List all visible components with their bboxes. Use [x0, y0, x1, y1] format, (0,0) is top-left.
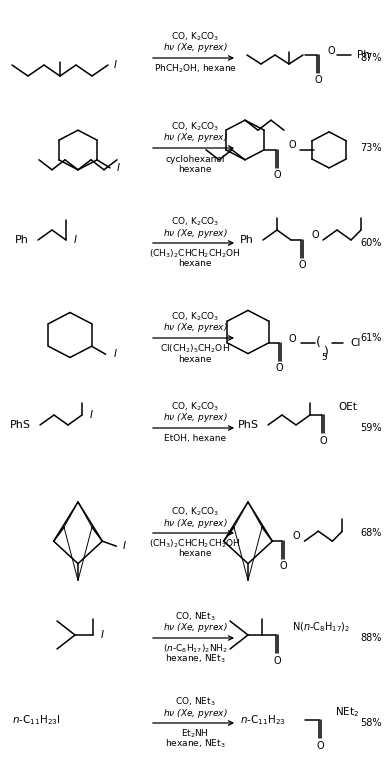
Text: $h\nu$ (Xe, pyrex): $h\nu$ (Xe, pyrex)	[163, 227, 227, 239]
Text: hexane, NEt$_3$: hexane, NEt$_3$	[165, 737, 225, 751]
Text: NEt$_2$: NEt$_2$	[335, 705, 359, 719]
Text: EtOH, hexane: EtOH, hexane	[164, 434, 226, 444]
Text: Ph: Ph	[357, 50, 370, 60]
Text: O: O	[316, 741, 324, 751]
Text: 87%: 87%	[361, 53, 382, 63]
Text: O: O	[276, 363, 283, 373]
Text: O: O	[289, 334, 297, 344]
Text: 68%: 68%	[361, 528, 382, 538]
Text: PhS: PhS	[238, 420, 259, 430]
Text: ): )	[324, 346, 329, 359]
Text: 73%: 73%	[361, 143, 382, 153]
Text: OEt: OEt	[338, 402, 357, 412]
Text: Ph: Ph	[240, 235, 254, 245]
Text: I: I	[114, 60, 117, 70]
Text: O: O	[292, 531, 300, 541]
Text: Ph: Ph	[15, 235, 29, 245]
Text: O: O	[279, 561, 287, 571]
Text: I: I	[117, 163, 120, 173]
Text: 59%: 59%	[361, 423, 382, 433]
Text: CO, K$_2$CO$_3$: CO, K$_2$CO$_3$	[171, 506, 219, 518]
Text: I: I	[101, 630, 104, 640]
Text: $h\nu$ (Xe, pyrex): $h\nu$ (Xe, pyrex)	[163, 131, 227, 145]
Text: $h\nu$ (Xe, pyrex): $h\nu$ (Xe, pyrex)	[163, 517, 227, 530]
Text: $h\nu$ (Xe, pyrex): $h\nu$ (Xe, pyrex)	[163, 42, 227, 55]
Text: CO, K$_2$CO$_3$: CO, K$_2$CO$_3$	[171, 401, 219, 413]
Text: Et$_2$NH: Et$_2$NH	[181, 727, 209, 741]
Text: hexane: hexane	[178, 259, 212, 268]
Text: O: O	[319, 436, 327, 446]
Text: (CH$_3$)$_2$CHCH$_2$CH$_2$OH: (CH$_3$)$_2$CHCH$_2$CH$_2$OH	[149, 248, 241, 260]
Text: (: (	[316, 336, 321, 349]
Text: PhS: PhS	[10, 420, 31, 430]
Text: O: O	[314, 75, 322, 85]
Text: $h\nu$ (Xe, pyrex): $h\nu$ (Xe, pyrex)	[163, 411, 227, 424]
Text: 61%: 61%	[361, 333, 382, 343]
Text: I: I	[122, 541, 125, 551]
Text: cyclohexanol: cyclohexanol	[165, 155, 225, 164]
Text: CO, K$_2$CO$_3$: CO, K$_2$CO$_3$	[171, 121, 219, 133]
Text: hexane, NEt$_3$: hexane, NEt$_3$	[165, 653, 225, 665]
Text: N($n$-C$_8$H$_{17}$)$_2$: N($n$-C$_8$H$_{17}$)$_2$	[292, 621, 350, 634]
Text: I: I	[90, 410, 93, 420]
Text: $n$-C$_{11}$H$_{23}$I: $n$-C$_{11}$H$_{23}$I	[12, 713, 61, 727]
Text: CO, K$_2$CO$_3$: CO, K$_2$CO$_3$	[171, 216, 219, 228]
Text: Cl(CH$_2$)$_5$CH$_2$OH: Cl(CH$_2$)$_5$CH$_2$OH	[160, 343, 230, 355]
Text: PhCH$_2$OH, hexane: PhCH$_2$OH, hexane	[154, 63, 236, 75]
Text: (CH$_3$)$_2$CHCH$_2$CH$_2$OH: (CH$_3$)$_2$CHCH$_2$CH$_2$OH	[149, 538, 241, 551]
Text: O: O	[311, 230, 319, 240]
Text: hexane: hexane	[178, 165, 212, 174]
Text: CO, NEt$_3$: CO, NEt$_3$	[175, 611, 215, 623]
Text: O: O	[273, 170, 281, 180]
Text: Cl: Cl	[351, 338, 361, 348]
Text: CO, K$_2$CO$_3$: CO, K$_2$CO$_3$	[171, 31, 219, 43]
Text: $h\nu$ (Xe, pyrex): $h\nu$ (Xe, pyrex)	[163, 621, 227, 634]
Text: I: I	[114, 349, 117, 359]
Text: CO, NEt$_3$: CO, NEt$_3$	[175, 696, 215, 708]
Text: 5: 5	[321, 353, 327, 362]
Text: hexane: hexane	[178, 355, 212, 364]
Text: I: I	[74, 235, 77, 245]
Text: $h\nu$ (Xe, pyrex): $h\nu$ (Xe, pyrex)	[163, 321, 227, 335]
Text: 58%: 58%	[361, 718, 382, 728]
Text: 60%: 60%	[361, 238, 382, 248]
Text: $h\nu$ (Xe, pyrex): $h\nu$ (Xe, pyrex)	[163, 707, 227, 720]
Text: CO, K$_2$CO$_3$: CO, K$_2$CO$_3$	[171, 311, 219, 323]
Text: hexane: hexane	[178, 550, 212, 558]
Text: $n$-C$_{11}$H$_{23}$: $n$-C$_{11}$H$_{23}$	[240, 713, 286, 727]
Text: O: O	[288, 140, 296, 150]
Text: O: O	[298, 260, 306, 270]
Text: O: O	[327, 46, 335, 56]
Text: ($n$-C$_8$H$_{17}$)$_2$NH$_2$: ($n$-C$_8$H$_{17}$)$_2$NH$_2$	[163, 643, 227, 655]
Text: O: O	[273, 656, 281, 666]
Text: 88%: 88%	[361, 633, 382, 643]
